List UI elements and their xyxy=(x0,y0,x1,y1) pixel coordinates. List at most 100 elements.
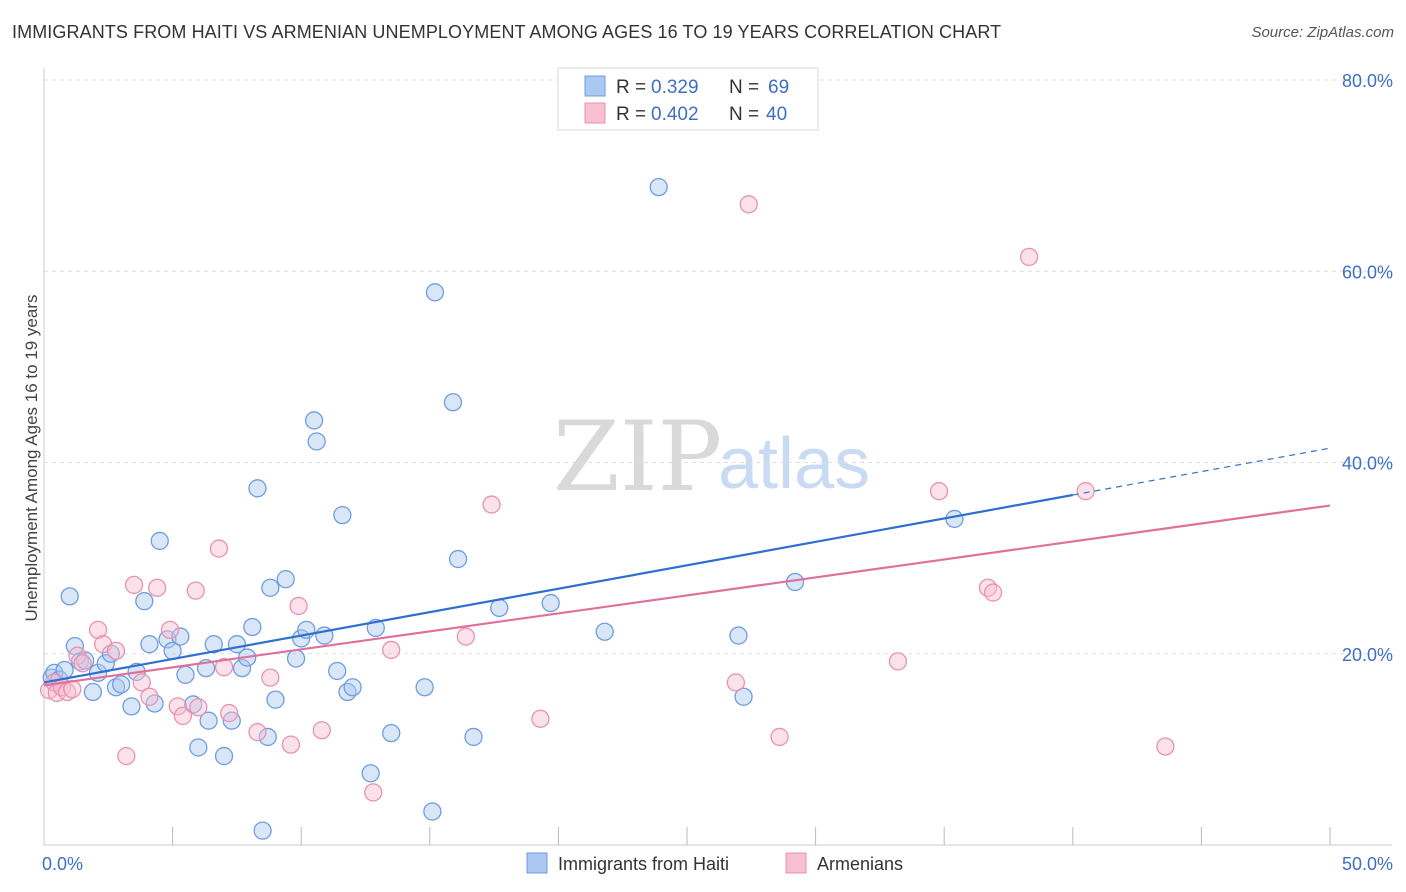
axes xyxy=(43,68,1392,846)
watermark-atlas: atlas xyxy=(718,424,870,504)
haiti-point xyxy=(595,622,614,641)
haiti-point xyxy=(171,627,190,646)
legend-n-value-haiti: 69 xyxy=(768,77,789,98)
armenian-point xyxy=(148,578,167,597)
armenian-point xyxy=(168,697,187,716)
haiti-point xyxy=(464,727,483,747)
haiti-point xyxy=(276,570,295,589)
haiti-point xyxy=(184,695,203,714)
haiti-point xyxy=(425,283,445,302)
armenian-point xyxy=(289,596,308,616)
haiti-point xyxy=(150,531,169,551)
armenian-point xyxy=(140,687,159,706)
haiti-point xyxy=(60,587,79,606)
bottom-legend-swatch-armenian xyxy=(785,852,807,874)
haiti-point xyxy=(729,626,748,645)
armenian-point xyxy=(531,709,550,728)
armenian-point xyxy=(364,783,383,802)
haiti-point xyxy=(649,177,668,197)
armenian-point xyxy=(124,575,144,595)
haiti-point xyxy=(261,578,280,597)
haiti-point xyxy=(490,598,509,617)
armenian-point xyxy=(983,583,1003,602)
x-ticks xyxy=(172,827,1331,845)
haiti-point xyxy=(415,678,434,697)
armenian-point xyxy=(770,727,789,747)
legend-swatch-haiti xyxy=(584,75,606,97)
legend-swatch-armenian xyxy=(584,102,606,124)
haiti-point xyxy=(122,697,141,716)
source-credit: Source: ZipAtlas.com xyxy=(1251,24,1394,41)
armenian-point xyxy=(382,640,401,660)
armenian-point xyxy=(88,620,108,639)
haiti-point xyxy=(199,711,218,730)
haiti-point xyxy=(140,635,159,654)
haiti-point xyxy=(343,678,362,697)
haiti-point xyxy=(734,687,753,706)
bottom-legend-label-armenian: Armenians xyxy=(817,854,903,874)
armenian-point xyxy=(482,495,501,514)
trend-lines xyxy=(43,447,1331,687)
haiti-point xyxy=(307,432,326,451)
y-axis-label: Unemployment Among Ages 16 to 19 years xyxy=(22,295,41,622)
armenian-point xyxy=(117,746,136,766)
haiti-point xyxy=(101,644,121,663)
armenian-point xyxy=(739,195,758,214)
haiti-point xyxy=(189,738,208,757)
armenian-point xyxy=(160,620,180,639)
armenian-point xyxy=(214,657,234,677)
armenian-point xyxy=(1019,247,1039,267)
y-tick-labels: 20.0% 40.0% 60.0% 80.0% xyxy=(1342,71,1393,665)
legend-r-label-armenian: R = xyxy=(616,104,646,125)
haiti-point xyxy=(266,690,285,709)
haiti-point xyxy=(382,723,401,743)
haiti-point xyxy=(258,727,277,747)
legend-r-value-haiti: 0.329 xyxy=(651,77,699,98)
armenian-point xyxy=(888,652,908,671)
armenian-point xyxy=(726,673,746,692)
chart-title: IMMIGRANTS FROM HAITI VS ARMENIAN UNEMPL… xyxy=(12,22,1002,42)
armenian-point xyxy=(929,482,949,501)
haiti-trend-line xyxy=(43,493,1073,684)
legend-r-value-armenian: 0.402 xyxy=(651,104,699,125)
series-legend: Immigrants from Haiti Armenians xyxy=(526,852,903,874)
haiti-point xyxy=(106,678,126,697)
legend-n-value-armenian: 40 xyxy=(766,104,787,125)
bottom-legend-swatch-haiti xyxy=(526,852,548,874)
haiti-point xyxy=(304,411,324,430)
haiti-point xyxy=(945,509,964,529)
x-tick-label: 0.0% xyxy=(42,854,83,874)
armenian-point xyxy=(312,721,331,740)
haiti-point xyxy=(423,802,442,821)
armenian-point xyxy=(281,735,301,754)
haiti-point xyxy=(112,675,131,694)
armenian-point xyxy=(248,723,267,742)
x-tick-labels: 0.0% 50.0% xyxy=(42,854,1393,874)
armenian-point xyxy=(106,641,126,661)
gridlines xyxy=(44,79,1392,655)
armenian-point xyxy=(1156,737,1175,756)
armenian-point xyxy=(220,703,239,723)
armenian-point xyxy=(456,627,475,646)
haiti-trend-extension xyxy=(1072,447,1331,496)
haiti-point xyxy=(541,593,560,613)
haiti-point xyxy=(448,549,468,569)
haiti-point xyxy=(248,479,267,498)
armenian-point xyxy=(186,581,205,600)
y-tick-label: 60.0% xyxy=(1342,262,1393,282)
haiti-point xyxy=(232,658,252,678)
haiti-point xyxy=(443,393,463,412)
armenian-point xyxy=(209,539,229,558)
legend-n-label-armenian: N = xyxy=(729,104,759,125)
haiti-point xyxy=(328,661,347,681)
haiti-point xyxy=(204,635,223,654)
haiti-point xyxy=(176,665,195,684)
armenian-point xyxy=(173,706,193,726)
haiti-point xyxy=(286,649,306,668)
y-tick-label: 20.0% xyxy=(1342,645,1393,665)
watermark-zip: ZIP xyxy=(553,401,722,513)
armenian-point xyxy=(57,682,77,702)
haiti-point xyxy=(214,746,234,766)
haiti-point xyxy=(333,505,352,525)
